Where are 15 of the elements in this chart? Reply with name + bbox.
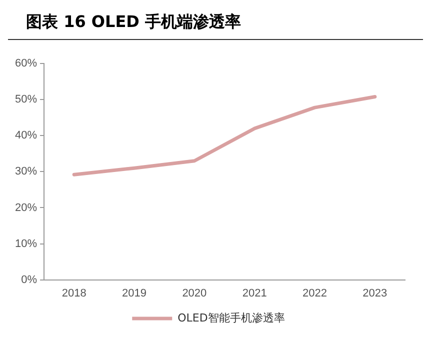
x-tick-label: 2019 [122, 287, 147, 300]
x-tick-label: 2022 [302, 287, 327, 300]
x-tick-label: 2018 [62, 287, 86, 300]
x-tick-label: 2020 [182, 287, 207, 300]
y-tick-label: 30% [14, 166, 38, 178]
legend-label: OLED智能手机渗透率 [178, 311, 285, 324]
x-tick-label: 2023 [362, 287, 388, 300]
y-tick-label: 40% [14, 130, 38, 142]
x-tick-label: 2021 [242, 287, 267, 300]
y-tick-label: 60% [14, 58, 38, 70]
y-tick-label: 0% [21, 274, 38, 286]
chart-title: 图表 16 OLED 手机端渗透率 [8, 8, 423, 40]
y-tick-label: 20% [14, 202, 38, 214]
y-tick-label: 50% [14, 94, 38, 106]
y-tick-label: 10% [14, 238, 38, 250]
